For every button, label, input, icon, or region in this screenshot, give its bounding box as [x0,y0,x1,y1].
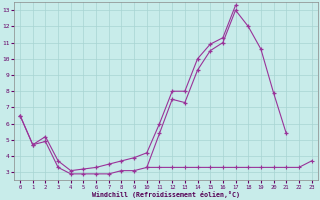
X-axis label: Windchill (Refroidissement éolien,°C): Windchill (Refroidissement éolien,°C) [92,191,240,198]
